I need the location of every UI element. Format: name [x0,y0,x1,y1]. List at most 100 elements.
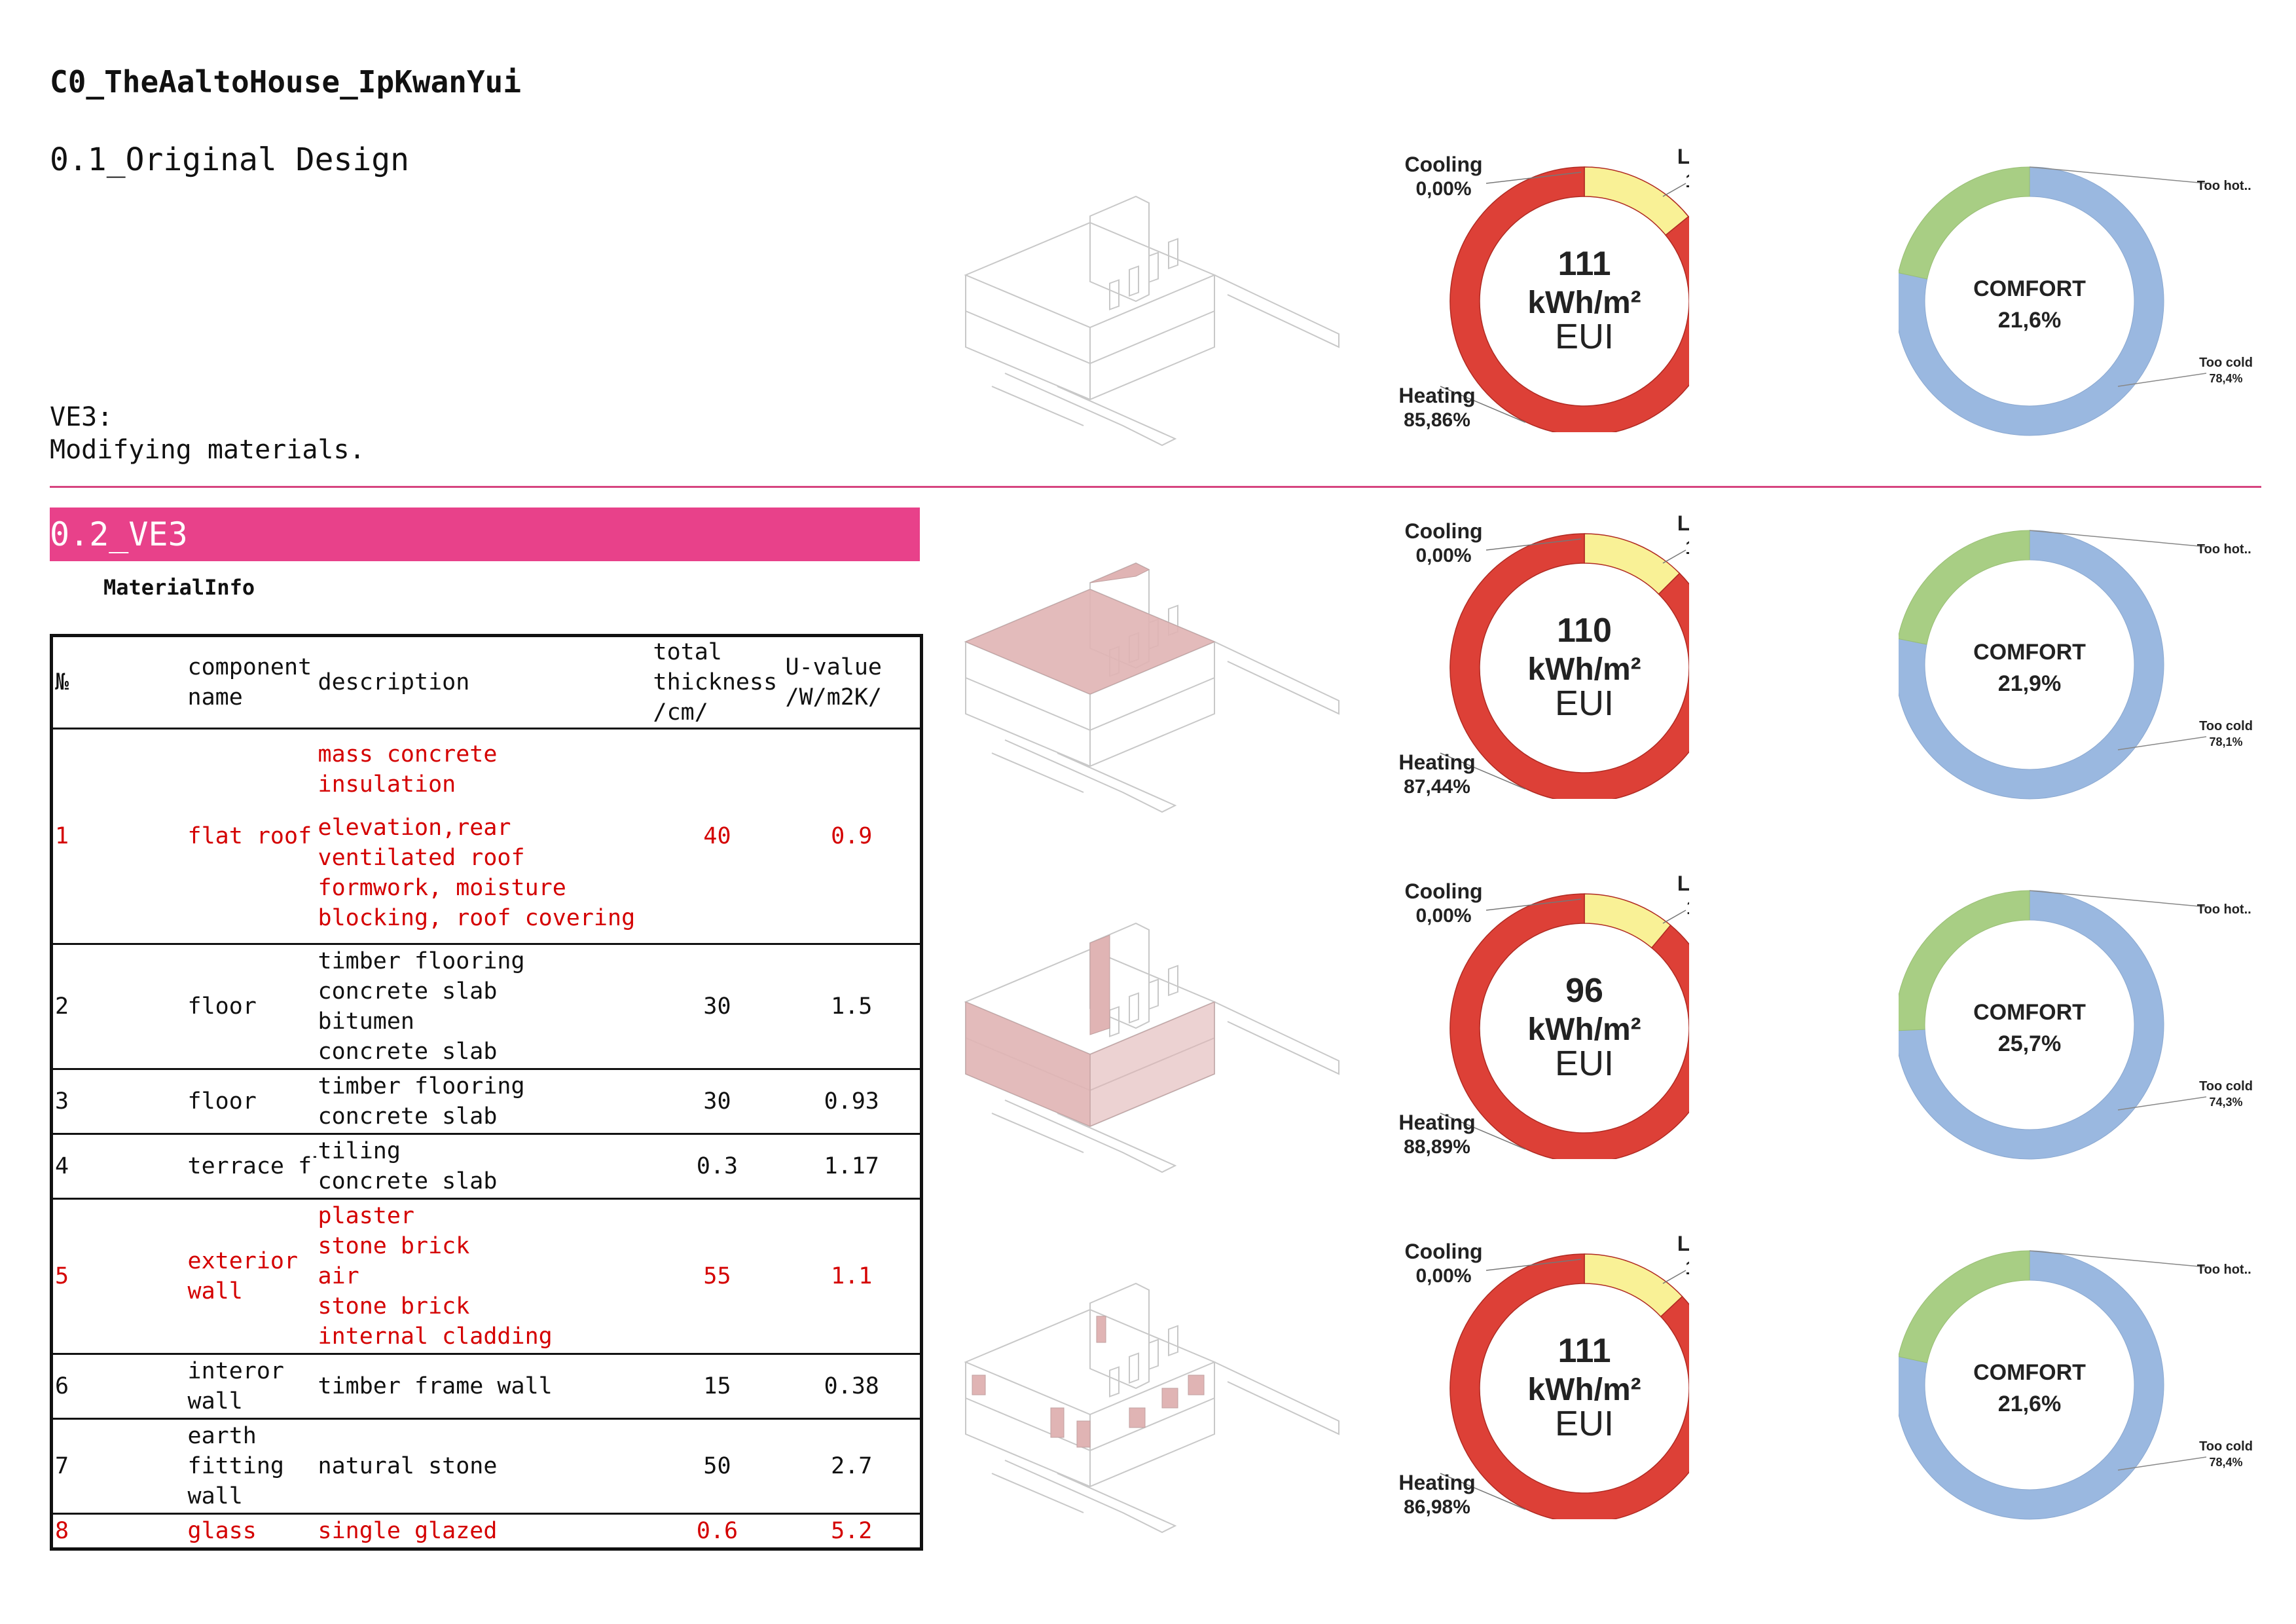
row-uvalue: 0.9 [783,728,922,945]
donut-slice-too-cold [1899,530,2164,800]
label-heating-value: 88,89% [1404,1136,1470,1158]
building-outline [964,562,1339,813]
row-uvalue: 5.2 [783,1513,922,1550]
building-model-wall [964,922,1339,1173]
highlighted-glass [1076,1420,1091,1448]
table-caption: MaterialInfo [103,575,255,600]
donut-slice-comfort [1899,890,2030,1031]
comfort-donut-chart: Too hot... Too cold 78,4% COMFORT 21,6% [1899,166,2252,436]
header-component-line: name [187,684,243,710]
comfort-donut-chart: Too hot... Too cold 78,1% COMFORT 21,9% [1899,530,2252,800]
highlighted-roof [1089,563,1150,583]
eui-center-value: 111 [1558,1332,1611,1370]
donut-slice-heating [1449,893,1689,1159]
description-line: natural stone [318,1453,498,1479]
label-heating-name: Heating [1398,1471,1475,1494]
description-line: internal cladding [318,1323,553,1350]
label-too-cold: Too cold [2199,1079,2252,1094]
leader-line-too-hot [2029,166,2207,184]
description-line: mass concrete [318,741,498,767]
header-uvalue-line: U-value [785,654,883,680]
leader-line-cooling [1485,898,1582,911]
label-heating-value: 85,86% [1404,409,1470,431]
label-heating-value: 86,98% [1404,1496,1470,1518]
header-uvalue: U-value /W/m2K/ [783,635,922,729]
comfort-donut-chart: Too hot... Too cold 78,4% COMFORT 21,6% [1899,1250,2252,1520]
description-line: ventilated roof [318,845,525,871]
leader-line-lighting [1662,910,1686,924]
highlighted-glass [1188,1375,1205,1395]
leader-line-too-cold [2117,373,2207,387]
label-lighting-value: 12,56% [1685,537,1689,559]
eui-center-value: 111 [1558,245,1611,283]
eui-center-unit: kWh/m² [1527,652,1641,687]
label-too-cold: Too cold [2199,356,2252,370]
label-too-cold: Too cold [2199,1439,2252,1454]
header-uvalue-line: /W/m2K/ [785,684,883,710]
building-outline [964,195,1339,447]
ve-heading: VE3: [50,402,113,432]
label-too-cold-value: 74,3% [2209,1096,2242,1109]
description-line: stone brick [318,1293,470,1320]
highlighted-glass [1161,1388,1178,1409]
donut-slice-comfort [1899,530,2030,645]
eui-center-label: EUI [1555,317,1614,356]
leader-line-lighting [1662,1270,1686,1284]
row-uvalue: 2.7 [783,1418,922,1515]
eui-center-unit: kWh/m² [1527,286,1641,320]
comfort-center-value: 21,6% [1998,308,2061,333]
label-too-cold-value: 78,1% [2209,735,2242,748]
label-lighting-value: 14,14% [1685,170,1689,192]
table-row: 4 terrace fl tiling concrete slab 0.3 1.17 [51,1133,922,1200]
leader-line-heating [1440,1473,1526,1510]
eui-center-unit: kWh/m² [1527,1373,1641,1407]
header-component: component name [185,635,316,729]
row-component: flat roof [185,728,316,945]
description-line: blocking, roof covering [318,905,636,931]
table-row: 7 earth fitting wall natural stone 50 2.7 [51,1418,922,1515]
table-row: 2 floor timber flooring concrete slab bitume… [51,943,922,1070]
row-description: tiling concrete slab [316,1133,651,1200]
header-num: № [51,635,186,729]
eui-center-label: EUI [1555,1404,1614,1443]
description-line [318,800,651,813]
label-too-cold-value: 78,4% [2209,372,2242,385]
donut-slice-lighting [1584,1253,1683,1318]
leader-line-lighting [1662,549,1686,564]
label-cooling-value: 0,00% [1415,545,1471,566]
highlighted-wall [1089,934,1110,1035]
description-line: concrete slab [318,1103,498,1130]
label-cooling-value: 0,00% [1415,178,1471,200]
donut-slice-lighting [1584,893,1671,949]
row-description: single glazed [316,1513,651,1550]
label-cooling-name: Cooling [1404,519,1482,543]
document-title: C0_TheAaltoHouse_IpKwanYui [50,64,522,100]
donut-slice-heating [1449,1253,1689,1519]
donut-slice-comfort [1899,166,2030,280]
section-title: 0.2_VE3 [50,515,188,553]
row-thickness: 55 [651,1198,784,1355]
highlighted-roof [964,589,1216,695]
leader-line-heating [1440,386,1526,423]
highlighted-glass [1050,1407,1065,1438]
row-uvalue: 1.17 [783,1133,922,1200]
row-thickness: 50 [651,1418,784,1515]
label-too-cold: Too cold [2199,719,2252,733]
label-lighting-name: Lighting [1677,511,1689,535]
row-thickness: 0.3 [651,1133,784,1200]
comfort-center-label: COMFORT [1973,276,2086,301]
row-component: floor [185,943,316,1070]
row-description: timber flooring concrete slab bitumen concr… [316,943,651,1070]
donut-slice-heating [1449,533,1689,799]
row-uvalue: 1.1 [783,1198,922,1355]
row-component: earth fitting wall [185,1418,316,1515]
comfort-center-label: COMFORT [1973,1360,2086,1385]
row-uvalue: 0.93 [783,1068,922,1135]
description-line: formwork, moisture [318,875,566,901]
donut-slice-comfort [1899,1250,2030,1363]
row-description: timber frame wall [316,1353,651,1420]
label-too-hot: Too hot... [2197,902,2252,917]
leader-line-cooling [1485,538,1582,551]
label-lighting-value: 11,11% [1686,897,1689,919]
